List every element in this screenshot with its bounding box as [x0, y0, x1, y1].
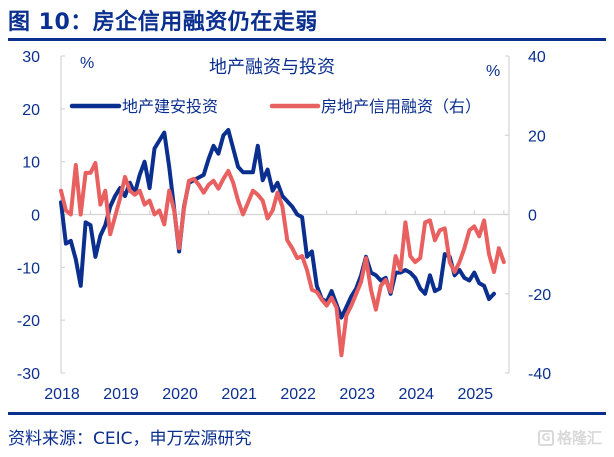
left-tick-label: 10 — [22, 155, 40, 172]
figure-title: 图 10：房企信用融资仍在走弱 — [8, 10, 318, 35]
right-axis-tick-labels: 40 20 0 -20 -40 — [528, 49, 551, 383]
left-tick-label: 0 — [31, 208, 40, 225]
series-layer — [59, 128, 506, 358]
x-tick-label: 2022 — [280, 386, 316, 403]
right-unit-label: % — [486, 63, 500, 80]
watermark-logo-icon: G — [537, 429, 554, 446]
chart-title: 地产融资与投资 — [209, 57, 335, 78]
source-note: 资料来源：CEIC，申万宏源研究 — [8, 429, 252, 449]
right-tick-label: 0 — [528, 208, 537, 225]
x-tick-label: 2025 — [457, 386, 493, 403]
left-unit-label: % — [80, 55, 94, 72]
x-tick-label: 2024 — [398, 386, 434, 403]
x-tick-label: 2021 — [221, 386, 257, 403]
x-axis-tick-labels: 2018 2019 2020 2021 2022 2023 2024 2025 — [44, 386, 493, 403]
right-tick-label: 20 — [528, 128, 546, 145]
right-tick-label: -40 — [528, 366, 551, 383]
right-tick-label: -20 — [528, 287, 551, 304]
watermark: G 格隆汇 — [537, 427, 602, 448]
x-tick-label: 2019 — [103, 386, 139, 403]
legend: 地产建安投资 房地产信用融资（右） — [69, 97, 481, 116]
legend-label-series-1: 地产建安投资 — [122, 97, 218, 116]
left-axis-tick-labels: 30 20 10 0 -10 -20 -30 — [17, 49, 40, 383]
x-tick-label: 2023 — [339, 386, 375, 403]
watermark-text: 格隆汇 — [556, 429, 602, 447]
legend-label-series-2: 房地产信用融资（右） — [321, 97, 481, 116]
title-divider — [8, 38, 606, 41]
left-tick-label: 30 — [22, 49, 40, 66]
chart: 30 20 10 0 -10 -20 -30 40 20 0 -20 -40 2018 2019 202… — [17, 49, 551, 403]
left-tick-label: 20 — [22, 102, 40, 119]
left-tick-label: -20 — [17, 313, 40, 330]
right-tick-label: 40 — [528, 49, 546, 66]
source-divider — [8, 412, 606, 415]
x-tick-label: 2020 — [162, 386, 198, 403]
series-points-2 — [60, 162, 504, 356]
left-tick-label: -10 — [17, 260, 40, 277]
left-tick-label: -30 — [17, 366, 40, 383]
x-tick-label: 2018 — [44, 386, 80, 403]
